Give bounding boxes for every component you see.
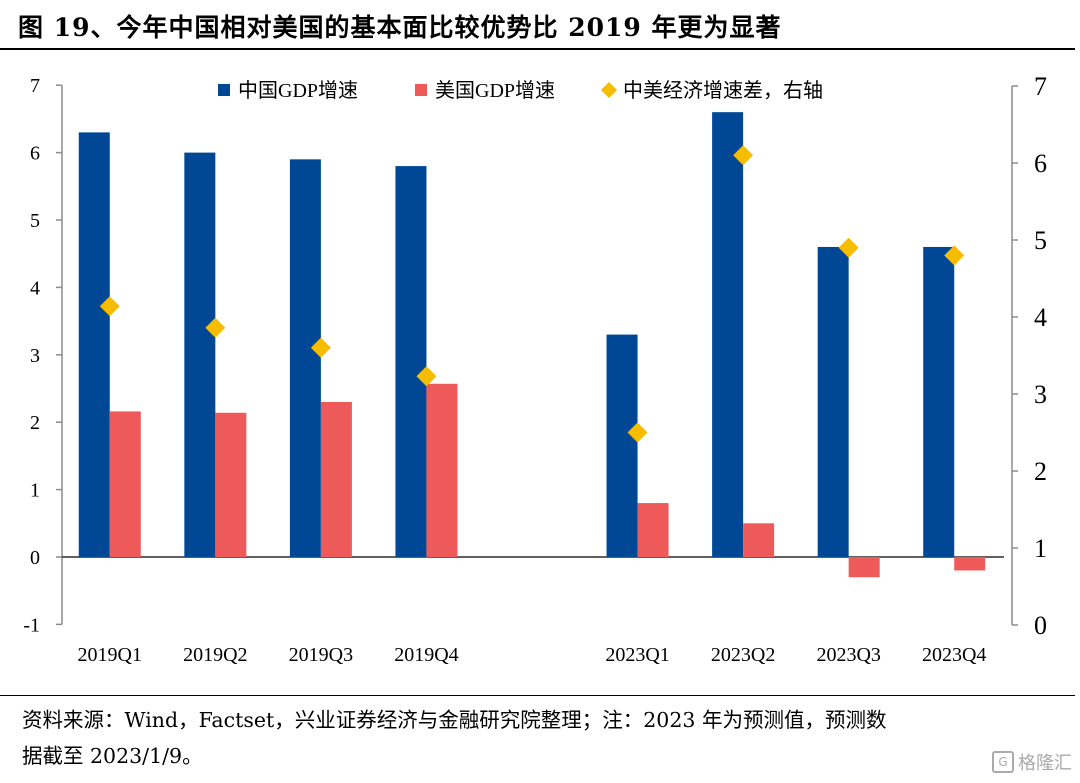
- china-gdp-bar: [923, 246, 955, 557]
- left-tick-label: -1: [23, 614, 40, 636]
- china-gdp-bar: [817, 246, 849, 557]
- legend-swatch-diamond: [601, 82, 617, 98]
- right-tick-label: 0: [1034, 611, 1047, 640]
- legend-label: 中美经济增速差，右轴: [623, 79, 823, 102]
- us-gdp-bar: [215, 412, 247, 557]
- china-gdp-bar: [184, 152, 216, 557]
- diff-diamond-marker: [99, 296, 120, 317]
- left-tick-label: 7: [30, 75, 40, 97]
- right-tick-label: 1: [1034, 534, 1047, 563]
- source-line-2: 据截至 2023/1/9。: [22, 744, 203, 768]
- china-gdp-bar: [78, 132, 110, 557]
- right-tick-label: 6: [1034, 149, 1047, 178]
- china-gdp-bar: [606, 334, 638, 557]
- x-tick-label: 2023Q4: [922, 644, 986, 666]
- us-gdp-bar: [426, 383, 458, 557]
- left-tick-label: 3: [30, 345, 40, 367]
- left-tick-label: 0: [30, 547, 40, 569]
- diff-diamond-marker: [944, 245, 965, 266]
- x-tick-label: 2019Q1: [78, 644, 142, 666]
- right-tick-label: 2: [1034, 457, 1047, 486]
- right-tick-label: 5: [1034, 226, 1047, 255]
- legend-swatch: [218, 84, 230, 96]
- right-tick-label: 3: [1034, 380, 1047, 409]
- x-tick-label: 2023Q1: [605, 644, 669, 666]
- watermark: G 格隆汇: [992, 749, 1072, 775]
- x-tick-label: 2019Q3: [289, 644, 353, 666]
- axes: -1 0 1 2 3 4 5 6 7 0 1 2 3 4 5 6 7 2019Q1 2019Q2 2019Q3 2019…: [23, 72, 1047, 666]
- left-tick-label: 2: [30, 412, 40, 434]
- china-gdp-bar: [289, 159, 321, 557]
- diff-diamond-marker: [310, 337, 331, 358]
- legend: 中国GDP增速 美国GDP增速 中美经济增速差，右轴: [218, 79, 823, 102]
- x-tick-label: 2019Q4: [394, 644, 458, 666]
- us-gdp-bar: [954, 557, 986, 571]
- diff-diamond-marker: [733, 145, 754, 166]
- us-gdp-bar: [637, 503, 669, 557]
- title-divider: [0, 48, 1075, 50]
- china-gdp-bar: [395, 166, 427, 557]
- watermark-logo-icon: G: [992, 751, 1014, 773]
- left-tick-label: 1: [30, 480, 40, 502]
- diff-diamond-marker: [205, 317, 226, 338]
- x-tick-label: 2019Q2: [183, 644, 247, 666]
- left-tick-label: 6: [30, 143, 40, 165]
- x-tick-label: 2023Q2: [711, 644, 775, 666]
- us-gdp-bar: [743, 523, 775, 557]
- diff-diamond-marker: [627, 422, 648, 443]
- legend-label: 中国GDP增速: [238, 79, 358, 102]
- right-tick-label: 4: [1034, 303, 1047, 332]
- chart-title: 图 19、今年中国相对美国的基本面比较优势比 2019 年更为显著: [18, 13, 782, 42]
- left-tick-label: 5: [30, 210, 40, 232]
- x-tick-label: 2023Q3: [816, 644, 880, 666]
- legend-swatch: [415, 84, 427, 96]
- source-divider: [0, 695, 1075, 696]
- us-gdp-bar: [320, 401, 352, 557]
- watermark-text: 格隆汇: [1018, 753, 1072, 774]
- right-tick-label: 7: [1034, 72, 1047, 101]
- us-gdp-bar: [109, 411, 141, 557]
- source-line-1: 资料来源：Wind，Factset，兴业证券经济与金融研究院整理；注：2023 …: [22, 708, 887, 732]
- china-gdp-bar: [712, 112, 744, 557]
- diff-diamond-marker: [838, 237, 859, 258]
- us-gdp-bar: [848, 557, 880, 578]
- bars: [78, 112, 986, 578]
- legend-label: 美国GDP增速: [435, 79, 555, 102]
- diff-diamond-marker: [416, 366, 437, 387]
- left-tick-label: 4: [30, 277, 40, 299]
- source-note: 资料来源：Wind，Factset，兴业证券经济与金融研究院整理；注：2023 …: [22, 702, 1062, 774]
- chart: -1 0 1 2 3 4 5 6 7 0 1 2 3 4 5 6 7 2019Q1 2019Q2 2019Q3 2019…: [23, 72, 1047, 666]
- diamond-markers: [99, 145, 965, 443]
